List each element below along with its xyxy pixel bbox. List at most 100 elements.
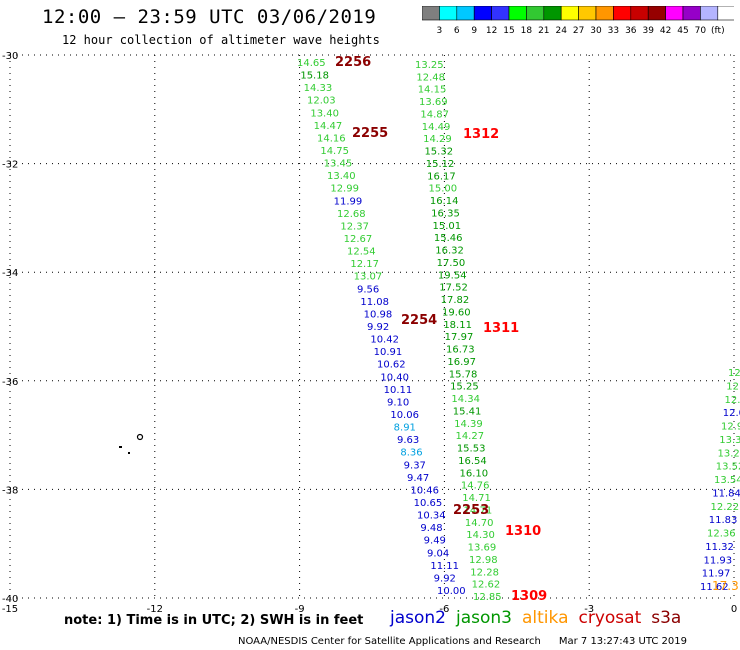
track-a-wave-height: 9.56 [357, 284, 379, 295]
track-a-wave-height: 9.63 [397, 435, 419, 446]
latitude-tick-label: -40 [2, 594, 18, 605]
track-a-wave-height: 10.91 [374, 347, 403, 358]
scale-label: 70 [695, 26, 707, 36]
track-b-wave-height: 19.54 [438, 270, 467, 281]
track-b-wave-height: 17.97 [445, 332, 474, 343]
track-a-wave-height: 10.98 [364, 309, 393, 320]
scale-label: (ft) [711, 26, 725, 36]
track-a-wave-height: 10.62 [377, 360, 406, 371]
scale-label: 18 [521, 26, 533, 36]
color-swatch [717, 6, 734, 21]
track-c-wave-height: 12. [726, 381, 740, 392]
track-a-wave-height: 14.47 [314, 121, 343, 132]
track-b-wave-height: 14.29 [423, 134, 452, 145]
legend-jason2: jason2 [390, 608, 446, 628]
track-b-wave-height: 17.82 [441, 295, 470, 306]
track-c-wave-height: 11.97 [702, 569, 731, 580]
track-a-wave-height: 10.11 [384, 385, 413, 396]
track-a-wave-height: 14.33 [304, 83, 333, 94]
track-b-wave-height: 12.62 [472, 580, 501, 591]
longitude-tick-label: -9 [295, 604, 305, 615]
track-b-wave-height: 14.27 [455, 431, 484, 442]
track-a-wave-height: 12.99 [330, 184, 359, 195]
track-b-wave-height: 16.17 [427, 171, 456, 182]
scale-label: 3 [437, 26, 443, 36]
units-note: note: 1) Time is in UTC; 2) SWH is in fe… [64, 613, 364, 628]
track-b-wave-height: 12.98 [469, 555, 498, 566]
track-a-wave-height: 9.92 [434, 573, 456, 584]
track-a-wave-height: 12.17 [350, 259, 379, 270]
track-c-wave-height: 12.97 [721, 422, 740, 433]
track-b-wave-height: 12.28 [470, 567, 499, 578]
track-b-wave-height: 15.78 [449, 369, 478, 380]
scale-label: 30 [590, 26, 602, 36]
track-b-wave-height: 13.25 [415, 60, 444, 71]
track-b-wave-height: 13.69 [468, 543, 497, 554]
track-b-wave-height: 14.49 [422, 122, 451, 133]
track-a-wave-height: 11.11 [430, 561, 459, 572]
track-a-wave-height: 9.49 [424, 536, 446, 547]
island-icon [128, 452, 130, 454]
pass-number-label: 2255 [352, 126, 388, 141]
track-a-wave-height: 13.40 [310, 108, 339, 119]
track-c-wave-height: 12. [725, 395, 740, 406]
track-b-wave-height: 15.01 [433, 221, 462, 232]
scale-label: 15 [503, 26, 514, 36]
track-c-wave-height: 12. [728, 368, 740, 379]
footer-credit: NOAA/NESDIS Center for Satellite Applica… [238, 636, 687, 647]
track-b-wave-height: 14.39 [454, 419, 483, 430]
track-b-wave-height: 15.00 [428, 184, 457, 195]
track-a-wave-height: 10.06 [390, 410, 419, 421]
track-b-wave-height: 16.35 [431, 208, 460, 219]
track-c-wave-height: 13.30 [719, 435, 740, 446]
track-b-wave-height: 14.15 [418, 85, 447, 96]
pass-number-label: 2253 [453, 503, 489, 518]
track-b-wave-height: 17.50 [437, 258, 466, 269]
track-b-wave-height: 16.54 [458, 456, 487, 467]
scale-label: 21 [538, 26, 549, 36]
island-icon [136, 433, 144, 441]
generated-timestamp: Mar 7 13:27:43 UTC 2019 [558, 636, 687, 647]
track-a-wave-height: 8.36 [400, 448, 422, 459]
track-a-wave-height: 9.37 [404, 460, 426, 471]
track-c-wave-height: 11.84 [712, 488, 740, 499]
track-b-wave-height: 14.30 [466, 530, 495, 541]
track-a-wave-height: 11.08 [360, 297, 389, 308]
scale-label: 24 [555, 26, 567, 36]
satellite-legend: jason2 jason3 altika cryosat s3a [390, 608, 691, 628]
track-c-wave-height: 11.62 [700, 582, 729, 593]
track-a-wave-height: 9.47 [407, 473, 429, 484]
legend-cryosat: cryosat [578, 608, 642, 628]
track-a-wave-height: 9.10 [387, 397, 409, 408]
longitude-tick-label: -15 [2, 604, 18, 615]
track-c-wave-height: 13.28 [718, 448, 740, 459]
pass-number-label: 1309 [511, 589, 547, 604]
track-b-wave-height: 14.87 [420, 109, 449, 120]
longitude-tick-label: 0 [731, 604, 737, 615]
scale-label: 27 [573, 26, 584, 36]
track-b-wave-height: 14.34 [451, 394, 480, 405]
track-b-wave-height: 17.52 [439, 283, 468, 294]
scale-label: 33 [608, 26, 619, 36]
track-a-wave-height: 10.65 [414, 498, 443, 509]
track-b-wave-height: 19.60 [442, 307, 471, 318]
track-b-wave-height: 14.71 [462, 493, 491, 504]
track-a-wave-height: 12.37 [340, 221, 369, 232]
track-a-wave-height: 9.04 [427, 548, 449, 559]
scale-label: 39 [642, 26, 654, 36]
track-c-wave-height: 11.93 [704, 555, 733, 566]
track-b-wave-height: 16.14 [430, 196, 459, 207]
latitude-tick-label: -38 [2, 485, 18, 496]
legend-s3a: s3a [651, 608, 682, 628]
track-a-wave-height: 10.34 [417, 511, 446, 522]
map-title: 12:00 – 23:59 UTC 03/06/2019 [42, 6, 377, 28]
legend-altika: altika [522, 608, 569, 628]
scale-label: 6 [454, 26, 460, 36]
track-c-wave-height: 12.22 [711, 502, 740, 513]
track-a-wave-height: 10.40 [380, 372, 409, 383]
track-b-wave-height: 15.32 [424, 147, 453, 158]
pass-number-label: 1311 [483, 321, 519, 336]
latitude-tick-label: -30 [2, 51, 18, 62]
pass-number-label: 2256 [335, 55, 371, 70]
scale-label: 12 [486, 26, 497, 36]
